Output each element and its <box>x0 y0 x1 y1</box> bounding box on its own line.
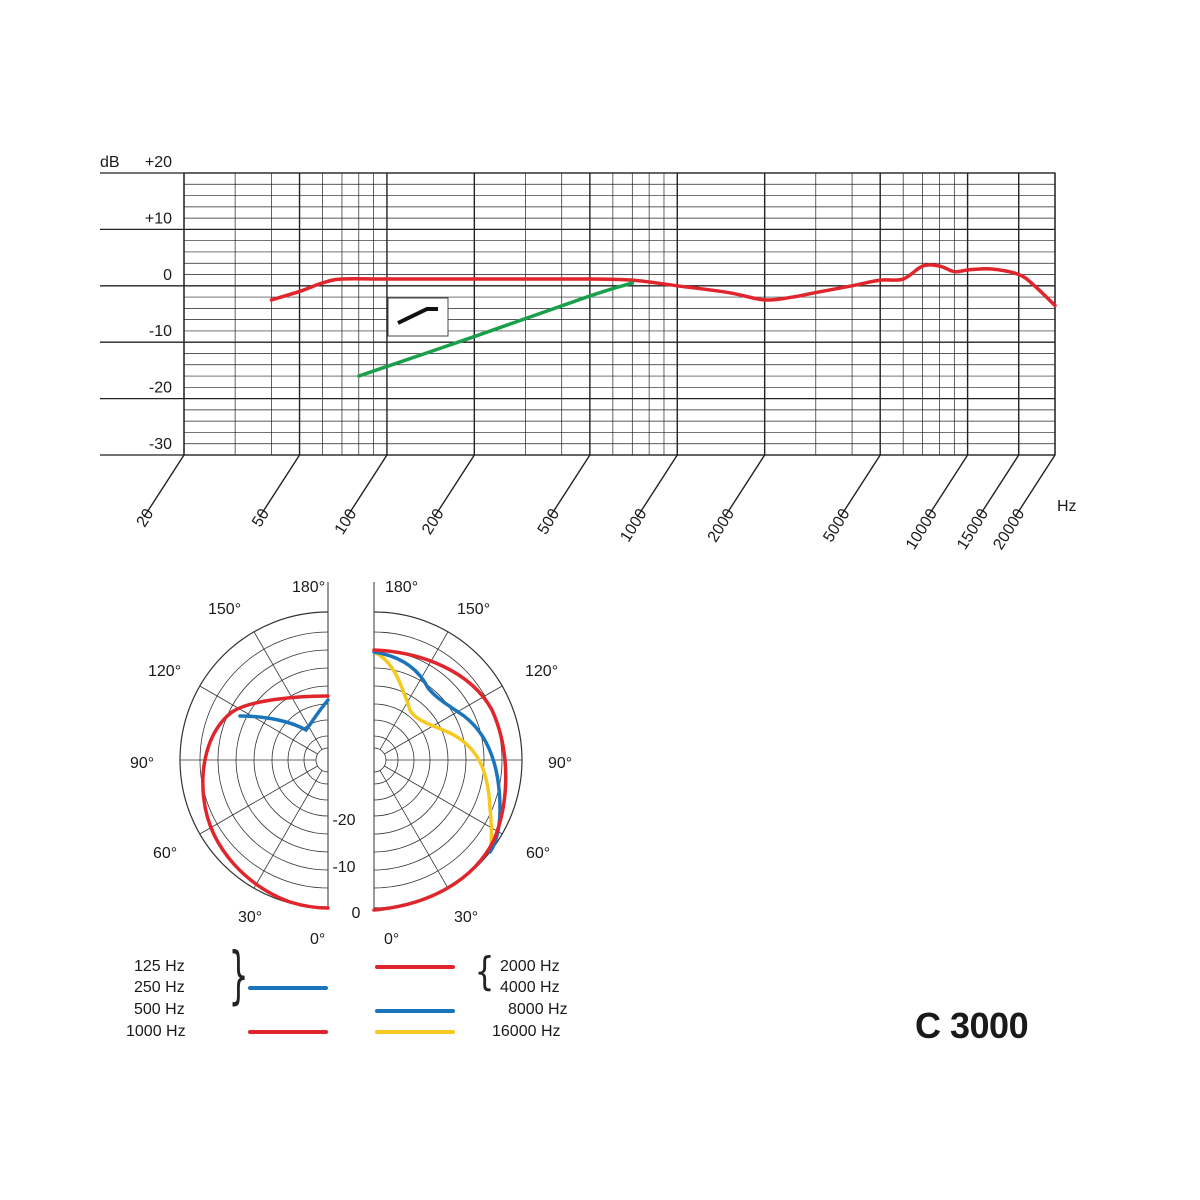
y-tick-label: -20 <box>149 380 172 397</box>
x-slant-tick <box>636 454 678 518</box>
legend-label-8000hz: 8000 Hz <box>508 1001 568 1018</box>
x-slant-tick <box>433 454 475 518</box>
legend-line-16000-yellow <box>375 1030 455 1034</box>
legend-label-1000hz: 1000 Hz <box>126 1023 186 1040</box>
legend-label-500hz: 500 Hz <box>134 1001 185 1018</box>
polar-radial-label: -10 <box>332 859 355 876</box>
series-line-response <box>269 263 1057 308</box>
legend-brace-right: { <box>474 949 495 995</box>
polar-angle-label: 120° <box>525 663 558 680</box>
polar-curve-1000-red <box>201 694 330 910</box>
x-slant-tick <box>927 454 969 518</box>
legend-label-125hz: 125 Hz <box>134 958 185 975</box>
legend-label-16000hz: 16000 Hz <box>492 1023 561 1040</box>
x-tick-label: 50 <box>249 506 273 530</box>
legend-brace-left: } <box>228 940 249 1012</box>
model-name: C 3000 <box>915 1005 1029 1046</box>
legend-label-2000hz: 2000 Hz <box>500 958 560 975</box>
y-tick-label: -10 <box>149 323 172 340</box>
polar-ring <box>315 747 329 773</box>
y-tick-label: -30 <box>149 436 172 453</box>
polar-radial-label: -20 <box>332 812 355 829</box>
polar-angle-label: 150° <box>457 601 490 618</box>
polar-angle-label: 60° <box>526 845 550 862</box>
polar-angle-label: 60° <box>153 845 177 862</box>
polar-angle-label: 120° <box>148 663 181 680</box>
y-tick-label: +10 <box>145 210 172 227</box>
legend-line-1000-red <box>248 1030 328 1034</box>
x-slant-tick <box>978 454 1020 518</box>
x-slant-tick <box>549 454 591 518</box>
polar-spoke <box>384 765 503 835</box>
polar-grid-right <box>373 582 523 909</box>
x-slant-tick <box>839 454 881 518</box>
polar-spoke <box>253 770 323 889</box>
y-axis-label: dB <box>100 154 120 171</box>
legend-label-250hz: 250 Hz <box>134 979 185 996</box>
legend-line-low-blue <box>248 986 328 990</box>
x-slant-tick <box>1014 454 1056 518</box>
polar-angle-label: 30° <box>238 909 262 926</box>
x-slant-tick <box>724 454 766 518</box>
polar-spoke <box>199 685 318 755</box>
x-axis-label: Hz <box>1057 498 1077 515</box>
polar-radial-label: 0 <box>352 905 361 922</box>
polar-center-gap <box>329 744 373 776</box>
polar-angle-label: 90° <box>548 755 572 772</box>
plot-frame <box>183 172 1056 456</box>
y-tick-label: +20 <box>145 154 172 171</box>
polar-angle-label: 0° <box>310 931 325 948</box>
polar-spoke <box>379 631 449 750</box>
polar-angle-label: 150° <box>208 601 241 618</box>
polar-curve-16000-yellow <box>372 650 494 854</box>
x-slant-tick <box>258 454 301 518</box>
y-tick-label: 0 <box>163 267 172 284</box>
polar-spoke <box>199 765 318 835</box>
polar-spoke <box>253 631 323 750</box>
legend-label-4000hz: 4000 Hz <box>500 979 560 996</box>
polar-angle-label: 90° <box>130 755 154 772</box>
polar-grid-left <box>179 582 329 909</box>
polar-angle-label: 180° <box>292 579 325 596</box>
x-tick-label: 20 <box>134 506 158 530</box>
legend-line-2000-red <box>375 965 455 969</box>
low-cut-filter-symbol <box>387 297 449 337</box>
polar-curve-2000-red <box>372 648 508 912</box>
low-cut-symbol-line <box>397 307 438 325</box>
polar-spoke <box>379 770 449 889</box>
polar-angle-label: 0° <box>384 931 399 948</box>
series-line-low-cut <box>357 281 635 378</box>
x-slant-tick <box>346 454 388 518</box>
polar-ring <box>373 747 387 773</box>
x-slant-tick <box>143 454 185 518</box>
polar-curve-low-blue <box>238 698 330 733</box>
polar-angle-label: 30° <box>454 909 478 926</box>
polar-angle-label: 180° <box>385 579 418 596</box>
legend-line-8000-blue <box>375 1009 455 1013</box>
low-cut-symbol-box <box>387 297 449 337</box>
